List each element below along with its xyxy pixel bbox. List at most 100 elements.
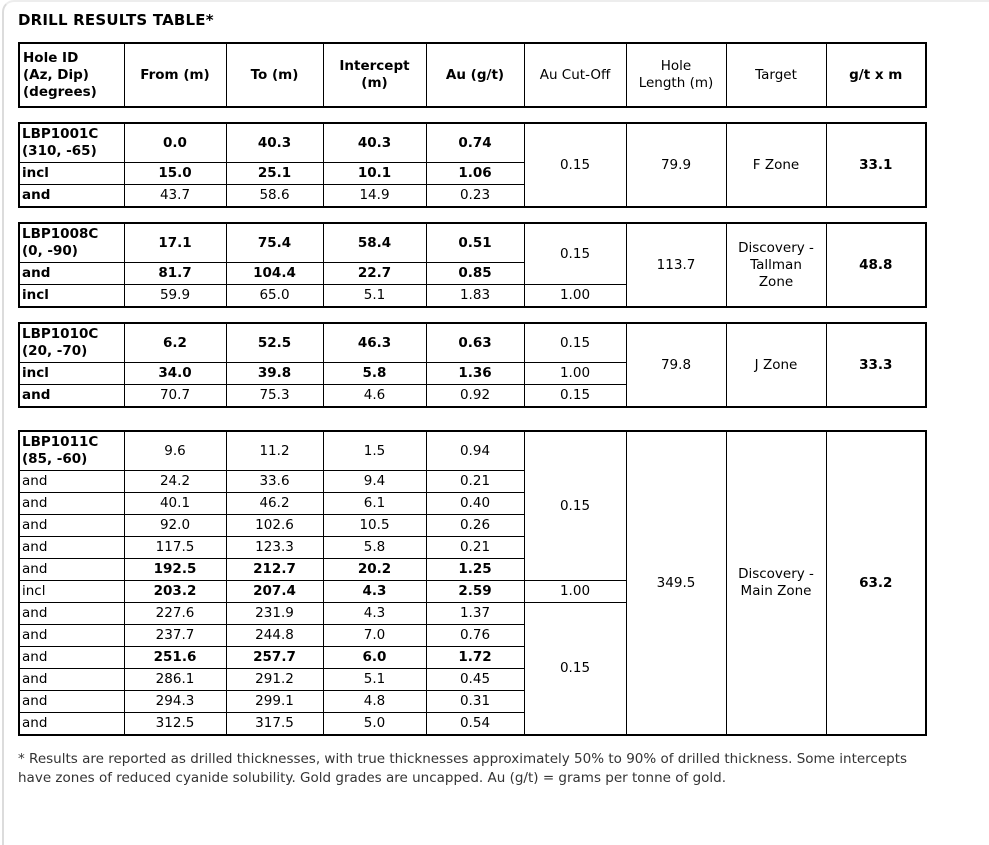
header-target: Target xyxy=(725,42,827,108)
cell-au: 0.26 xyxy=(425,514,525,537)
cell-from: 43.7 xyxy=(123,184,227,208)
cell-from: 251.6 xyxy=(123,646,227,669)
cell-from: 81.7 xyxy=(123,262,227,285)
header-gtm: g/t x m xyxy=(825,42,927,108)
table-row: and 294.3 299.1 4.8 0.31 xyxy=(18,690,926,713)
header-from: From (m) xyxy=(123,42,227,108)
cell-au-cutoff: 0.15 xyxy=(523,122,627,208)
cell-hole-length: 113.7 xyxy=(625,222,727,308)
row-label: LBP1008C (0, -90) xyxy=(18,222,125,263)
table-row: and 43.7 58.6 14.9 0.23 xyxy=(18,184,926,208)
cell-intercept: 20.2 xyxy=(322,558,427,581)
row-label: and xyxy=(18,384,125,408)
cell-intercept: 40.3 xyxy=(322,122,427,163)
table-row: incl 59.9 65.0 5.1 1.83 1.00 xyxy=(18,284,926,308)
cell-au-cutoff: 0.15 xyxy=(523,430,627,581)
row-label: incl xyxy=(18,580,125,603)
drill-results-header-table: Hole ID (Az, Dip) (degrees) From (m) To … xyxy=(18,42,927,108)
table-row: LBP1010C (20, -70) 6.2 52.5 46.3 0.63 0.15 79.… xyxy=(18,322,927,408)
cell-intercept: 1.5 xyxy=(322,430,427,471)
cell-au: 1.06 xyxy=(425,162,525,185)
cell-from: 227.6 xyxy=(123,602,227,625)
row-label: and xyxy=(18,690,125,713)
cell-to: 207.4 xyxy=(225,580,324,603)
drill-group-table-lbp1011c: LBP1011C (85, -60) 9.6 11.2 1.5 0.94 0.15 349.… xyxy=(18,430,927,736)
drill-group-table-lbp1008c: LBP1008C (0, -90) 17.1 75.4 58.4 0.51 0.15 113… xyxy=(18,222,927,308)
row-label: and xyxy=(18,558,125,581)
cell-au: 0.51 xyxy=(425,222,525,263)
cell-intercept: 5.8 xyxy=(322,362,427,385)
cell-intercept: 4.8 xyxy=(322,690,427,713)
cell-au: 2.59 xyxy=(425,580,525,603)
cell-intercept: 5.8 xyxy=(322,536,427,559)
cell-from: 6.2 xyxy=(123,322,227,363)
cell-from: 59.9 xyxy=(123,284,227,308)
table-row: incl 15.0 25.1 10.1 1.06 xyxy=(18,162,926,185)
cell-to: 317.5 xyxy=(225,712,324,736)
cell-from: 192.5 xyxy=(123,558,227,581)
cell-intercept: 4.3 xyxy=(322,580,427,603)
cell-au: 0.45 xyxy=(425,668,525,691)
cell-to: 291.2 xyxy=(225,668,324,691)
cell-au-cutoff: 0.15 xyxy=(523,222,627,285)
cell-intercept: 58.4 xyxy=(322,222,427,263)
cell-from: 117.5 xyxy=(123,536,227,559)
header-au-cutoff: Au Cut-Off xyxy=(523,42,627,108)
cell-gtm: 33.1 xyxy=(825,122,927,208)
table-row: incl 34.0 39.8 5.8 1.36 1.00 xyxy=(18,362,926,385)
table-row: and 192.5 212.7 20.2 1.25 xyxy=(18,558,926,581)
cell-au: 0.94 xyxy=(425,430,525,471)
row-label: and xyxy=(18,602,125,625)
cell-from: 40.1 xyxy=(123,492,227,515)
table-row: and 92.0 102.6 10.5 0.26 xyxy=(18,514,926,537)
cell-intercept: 10.5 xyxy=(322,514,427,537)
drill-group-table-lbp1010c: LBP1010C (20, -70) 6.2 52.5 46.3 0.63 0.15 79.… xyxy=(18,322,927,408)
table-row: and 312.5 317.5 5.0 0.54 xyxy=(18,712,926,736)
table-row: and 70.7 75.3 4.6 0.92 0.15 xyxy=(18,384,926,408)
row-label: incl xyxy=(18,284,125,308)
header-row: Hole ID (Az, Dip) (degrees) From (m) To … xyxy=(18,42,927,108)
cell-from: 203.2 xyxy=(123,580,227,603)
cell-intercept: 4.6 xyxy=(322,384,427,408)
cell-au: 0.54 xyxy=(425,712,525,736)
cell-hole-length: 349.5 xyxy=(625,430,727,736)
cell-to: 75.3 xyxy=(225,384,324,408)
cell-intercept: 6.1 xyxy=(322,492,427,515)
cell-au-cutoff: 1.00 xyxy=(523,284,627,308)
cell-to: 299.1 xyxy=(225,690,324,713)
table-row: and 24.2 33.6 9.4 0.21 xyxy=(18,470,926,493)
header-hole-length: Hole Length (m) xyxy=(625,42,727,108)
cell-to: 40.3 xyxy=(225,122,324,163)
table-row: LBP1008C (0, -90) 17.1 75.4 58.4 0.51 0.15 113… xyxy=(18,222,927,308)
cell-intercept: 22.7 xyxy=(322,262,427,285)
cell-from: 15.0 xyxy=(123,162,227,185)
cell-au-cutoff: 1.00 xyxy=(523,362,627,385)
cell-au: 0.23 xyxy=(425,184,525,208)
cell-au: 0.21 xyxy=(425,470,525,493)
cell-target: J Zone xyxy=(725,322,827,408)
cell-from: 70.7 xyxy=(123,384,227,408)
cell-to: 52.5 xyxy=(225,322,324,363)
cell-intercept: 5.1 xyxy=(322,284,427,308)
row-label: and xyxy=(18,262,125,285)
drill-group-table-lbp1001c: LBP1001C (310, -65) 0.0 40.3 40.3 0.74 0.15 79… xyxy=(18,122,927,208)
header-intercept: Intercept (m) xyxy=(322,42,427,108)
table-row: and 286.1 291.2 5.1 0.45 xyxy=(18,668,926,691)
cell-intercept: 7.0 xyxy=(322,624,427,647)
cell-from: 286.1 xyxy=(123,668,227,691)
cell-au: 1.72 xyxy=(425,646,525,669)
cell-to: 58.6 xyxy=(225,184,324,208)
cell-to: 75.4 xyxy=(225,222,324,263)
row-label: and xyxy=(18,514,125,537)
row-label: and xyxy=(18,668,125,691)
cell-from: 92.0 xyxy=(123,514,227,537)
cell-gtm: 33.3 xyxy=(825,322,927,408)
header-au: Au (g/t) xyxy=(425,42,525,108)
cell-hole-length: 79.9 xyxy=(625,122,727,208)
cell-au: 0.40 xyxy=(425,492,525,515)
cell-to: 65.0 xyxy=(225,284,324,308)
cell-to: 102.6 xyxy=(225,514,324,537)
cell-au-cutoff: 0.15 xyxy=(523,384,627,408)
cell-au: 0.21 xyxy=(425,536,525,559)
